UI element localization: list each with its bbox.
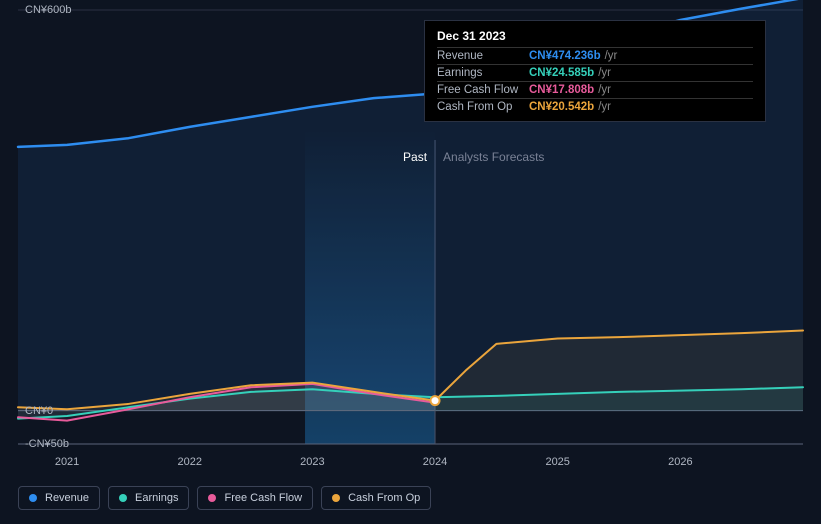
tooltip-unit: /yr (598, 67, 611, 79)
y-axis-label: CN¥0 (25, 405, 53, 417)
y-axis-label: -CN¥50b (25, 438, 69, 450)
x-axis-label: 2024 (423, 456, 447, 468)
tooltip-metric: Free Cash Flow (437, 84, 529, 96)
legend-label: Earnings (135, 492, 178, 504)
tooltip-metric: Revenue (437, 50, 529, 62)
legend-label: Free Cash Flow (224, 492, 302, 504)
financials-chart: Dec 31 2023 RevenueCN¥474.236b/yrEarning… (0, 0, 821, 524)
hover-tooltip: Dec 31 2023 RevenueCN¥474.236b/yrEarning… (424, 20, 766, 122)
x-axis-label: 2026 (668, 456, 692, 468)
legend-label: Cash From Op (348, 492, 420, 504)
x-axis-label: 2023 (300, 456, 324, 468)
tooltip-unit: /yr (605, 50, 618, 62)
tooltip-row: Free Cash FlowCN¥17.808b/yr (437, 81, 753, 98)
legend-dot-icon (332, 494, 340, 502)
legend: Revenue Earnings Free Cash Flow Cash From O… (18, 486, 431, 510)
tooltip-row: Cash From OpCN¥20.542b/yr (437, 98, 753, 115)
tooltip-metric: Cash From Op (437, 101, 529, 113)
tooltip-value: CN¥20.542b (529, 101, 594, 113)
legend-label: Revenue (45, 492, 89, 504)
y-axis-label: CN¥600b (25, 4, 71, 16)
x-axis-label: 2025 (545, 456, 569, 468)
tooltip-date: Dec 31 2023 (437, 29, 753, 47)
legend-item-fcf[interactable]: Free Cash Flow (197, 486, 313, 510)
legend-dot-icon (208, 494, 216, 502)
x-axis-label: 2021 (55, 456, 79, 468)
legend-item-cfo[interactable]: Cash From Op (321, 486, 431, 510)
legend-item-earnings[interactable]: Earnings (108, 486, 189, 510)
forecast-label: Analysts Forecasts (443, 150, 544, 164)
tooltip-value: CN¥17.808b (529, 84, 594, 96)
legend-item-revenue[interactable]: Revenue (18, 486, 100, 510)
tooltip-row: RevenueCN¥474.236b/yr (437, 47, 753, 64)
legend-dot-icon (29, 494, 37, 502)
legend-dot-icon (119, 494, 127, 502)
tooltip-row: EarningsCN¥24.585b/yr (437, 64, 753, 81)
x-axis-label: 2022 (177, 456, 201, 468)
tooltip-metric: Earnings (437, 67, 529, 79)
past-label: Past (403, 150, 427, 164)
tooltip-value: CN¥474.236b (529, 50, 601, 62)
tooltip-rows: RevenueCN¥474.236b/yrEarningsCN¥24.585b/… (437, 47, 753, 115)
tooltip-unit: /yr (598, 84, 611, 96)
tooltip-value: CN¥24.585b (529, 67, 594, 79)
tooltip-unit: /yr (598, 101, 611, 113)
